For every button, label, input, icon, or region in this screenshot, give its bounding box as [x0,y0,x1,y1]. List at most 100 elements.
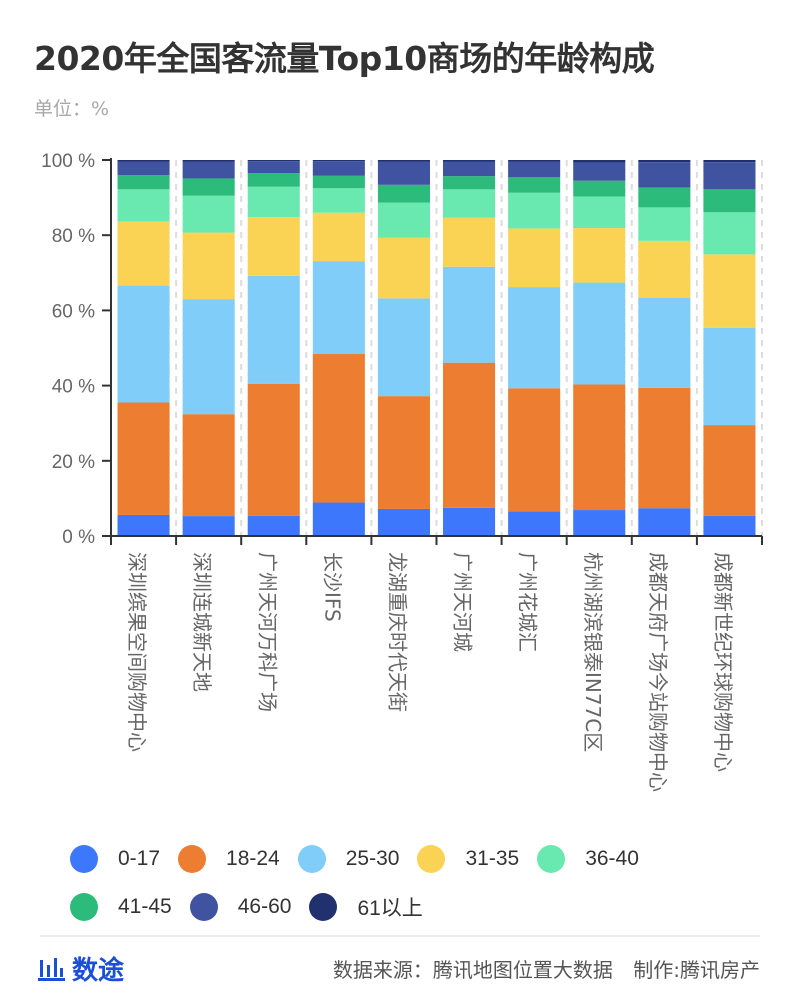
bar-segment [247,383,300,516]
bar-segment [182,299,235,415]
x-tick-label: 广州天河城 [451,552,475,652]
bar-segment [638,187,691,208]
bar-segment [117,402,170,515]
legend-item-31-35[interactable]: 31-35 [417,845,519,873]
bar-segment [508,287,561,389]
bar-segment [312,502,365,536]
bars-layer [117,160,756,536]
bar-segment [443,362,496,508]
bar-segment [573,160,626,163]
bar-segment [377,160,430,162]
bar-segment [377,184,430,203]
bar-segment [377,202,430,238]
legend-dot-icon [70,845,98,873]
legend-row-2: 41-45 46-60 61以上 [70,888,770,926]
legend-dot-icon [537,845,566,873]
bar-segment [443,266,496,363]
bar-segment [312,161,365,176]
bar-segment [703,189,756,213]
bar-segment [182,160,235,162]
bar-stack [377,160,430,536]
bar-segment [638,508,691,536]
legend-item-46-60[interactable]: 46-60 [189,893,291,921]
legend-label: 41-45 [118,895,172,918]
bar-stack [508,160,561,536]
bar-segment [182,414,235,517]
bar-segment [703,162,756,190]
bar-segment [508,192,561,229]
legend-label: 25-30 [345,847,400,870]
bar-segment [638,297,691,388]
legend-dot-icon [70,893,98,921]
bar-segment [247,217,300,276]
bar-stack [573,160,626,536]
bar-segment [377,508,430,536]
stacked-bar-chart: 0 % 20 % 40 % 60 % 80 % 100 % 深圳缤果空间购物中心 深圳连城新天… [41,151,763,792]
bar-segment [703,160,756,163]
legend-item-0-17[interactable]: 0-17 [70,845,160,873]
bar-segment [703,212,756,255]
y-tick-label: 0 % [62,527,95,548]
bar-stack [182,160,235,536]
legend-item-18-24[interactable]: 18-24 [178,845,280,873]
x-tick-label: 深圳缤果空间购物中心 [125,552,149,752]
bar-segment [377,237,430,299]
bar-segment [247,160,300,162]
bar-segment [117,221,170,286]
grid-layer [175,160,763,536]
bar-stack [703,160,756,536]
y-tick-label: 60 % [52,301,95,322]
bar-segment [182,516,235,536]
bar-segment [247,515,300,536]
bar-segment [508,388,561,512]
bar-segment [508,228,561,288]
chart-title: 2020年全国客流量Top10商场的年龄构成 [34,39,655,78]
bar-segment [117,514,170,536]
legend-item-36-40[interactable]: 36-40 [537,845,639,873]
footer-divider [40,935,760,937]
bar-segment [573,510,626,536]
legend-dot-icon [189,893,218,921]
legend-label: 18-24 [226,847,280,870]
bar-segment [117,285,170,403]
bar-segment [377,161,430,185]
bar-segment [247,186,300,218]
bar-segment [312,188,365,213]
y-tick-label: 20 % [52,452,95,473]
bar-segment [247,173,300,187]
legend-item-25-30[interactable]: 25-30 [297,845,400,873]
bar-segment [312,261,365,355]
bar-segment [117,160,170,162]
bar-segment [443,176,496,190]
legend-item-41-45[interactable]: 41-45 [70,893,172,921]
legend-row-1: 0-17 18-24 25-30 31-35 36-40 [70,840,770,878]
bar-segment [573,282,626,385]
legend-dot-icon [178,845,207,873]
bar-segment [508,160,561,162]
bar-segment [508,177,561,193]
x-tick-label: 深圳连城新天地 [190,552,214,692]
bar-segment [638,160,691,163]
bar-segment [703,425,756,516]
legend-label: 61以上 [357,897,423,920]
bar-stack [443,160,496,536]
legend: 0-17 18-24 25-30 31-35 36-40 41-45 46-60 [70,840,770,936]
brand-name: 数途 [72,956,125,986]
legend-item-61-plus[interactable]: 61以上 [309,892,423,922]
legend-label: 0-17 [118,847,161,870]
bar-segment [573,180,626,197]
bar-segment [117,189,170,222]
bar-segment [638,387,691,509]
legend-dot-icon [309,893,338,921]
bar-segment [703,254,756,328]
y-tick-label: 80 % [52,226,95,247]
bar-segment [638,207,691,241]
bar-segment [247,161,300,174]
x-tick-label: 长沙IFS [320,552,344,622]
bar-segment [508,511,561,536]
bar-stack [247,160,300,536]
y-tick-label: 100 % [41,151,95,172]
bar-segment [182,195,235,233]
label-layer: 0 % 20 % 40 % 60 % 80 % 100 % 深圳缤果空间购物中心 深圳连城新天… [41,151,735,792]
bar-segment [703,515,756,536]
